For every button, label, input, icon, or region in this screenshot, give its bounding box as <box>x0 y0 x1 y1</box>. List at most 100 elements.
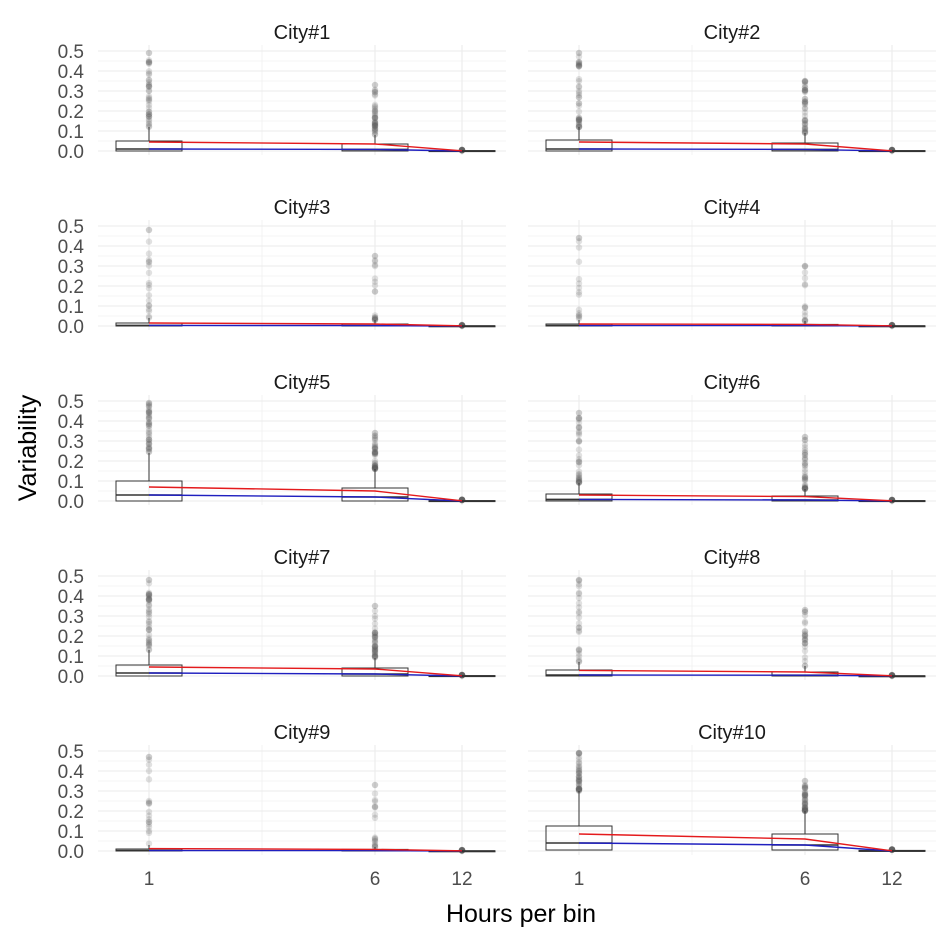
outlier-point <box>371 261 379 269</box>
outlier-point <box>575 627 583 634</box>
outlier-point <box>371 651 379 659</box>
outlier-point <box>801 472 809 479</box>
outlier-point <box>801 312 809 319</box>
outlier-point <box>801 806 809 814</box>
outlier-point <box>371 463 379 471</box>
y-tick-label: 0.4 <box>58 237 85 258</box>
outlier-point <box>145 313 153 320</box>
facet-title: City#9 <box>274 722 331 744</box>
outlier-point <box>145 111 153 118</box>
outlier-point <box>145 756 153 763</box>
outlier-point <box>801 793 809 800</box>
outlier-point <box>371 464 379 471</box>
outlier-point <box>371 634 379 642</box>
outlier-point <box>145 413 153 420</box>
box-body <box>115 664 183 677</box>
outlier-point <box>575 100 583 107</box>
outlier-point <box>575 479 583 486</box>
outlier-point <box>801 807 809 814</box>
outlier-point <box>145 79 153 86</box>
outlier-point <box>801 116 809 124</box>
outlier-point <box>371 464 379 471</box>
outlier-point <box>371 122 379 129</box>
outlier-point <box>371 316 379 324</box>
outlier-point <box>371 638 379 646</box>
median-trend-line <box>578 498 893 502</box>
box-body <box>545 669 613 677</box>
outlier-point <box>801 792 809 799</box>
outlier-point <box>371 119 379 126</box>
outlier-point <box>575 766 583 773</box>
outlier-point <box>145 87 153 95</box>
outlier-point <box>801 98 809 105</box>
facet-title: City#4 <box>704 197 761 219</box>
outlier-point <box>801 807 809 815</box>
outlier-point <box>801 98 809 105</box>
outlier-point <box>371 445 379 453</box>
outlier-point <box>371 123 379 130</box>
outlier-point <box>371 434 379 441</box>
outlier-point <box>145 96 153 104</box>
outlier-point <box>801 446 809 454</box>
outlier-point <box>371 650 379 657</box>
facet-title: City#2 <box>704 22 761 44</box>
outlier-point <box>801 316 809 324</box>
outlier-point <box>801 84 809 91</box>
outlier-point <box>801 125 809 133</box>
y-tick-label: 0.0 <box>58 317 84 338</box>
outlier-point <box>371 449 379 456</box>
outlier-point <box>801 637 809 644</box>
outlier-point <box>145 591 153 598</box>
x-tick-label: 6 <box>370 869 381 890</box>
outlier-point <box>575 416 583 423</box>
outlier-point <box>575 581 583 588</box>
outlier-point <box>801 782 809 790</box>
outlier-point <box>801 303 809 310</box>
outlier-point <box>801 647 809 655</box>
outlier-point <box>801 785 809 792</box>
outlier-point <box>801 804 809 812</box>
outlier-point <box>371 452 379 459</box>
facet-panel: City#4 <box>528 197 936 330</box>
outlier-point <box>371 643 379 651</box>
outlier-point <box>145 436 153 444</box>
outlier-point <box>575 315 583 322</box>
outlier-point <box>371 314 379 321</box>
outlier-point <box>575 477 583 484</box>
outlier-point <box>145 635 153 642</box>
outlier-point <box>371 126 379 134</box>
y-tick-label: 0.3 <box>58 82 84 103</box>
outlier-point <box>801 304 809 311</box>
outlier-point <box>575 462 583 469</box>
outlier-point <box>801 78 809 85</box>
outlier-point <box>801 462 809 469</box>
outlier-point <box>145 226 153 234</box>
outlier-point <box>145 623 153 631</box>
mean-trend-line <box>578 669 893 677</box>
outlier-point <box>575 658 583 665</box>
outlier-point <box>575 653 583 660</box>
outlier-point <box>575 759 583 766</box>
outlier-point <box>145 445 153 453</box>
y-tick-label: 0.2 <box>58 627 84 648</box>
outlier-point <box>145 606 153 613</box>
outlier-point <box>801 657 809 665</box>
outlier-point <box>575 414 583 422</box>
outlier-point <box>575 620 583 627</box>
outlier-point <box>801 262 809 270</box>
outlier-point <box>575 310 583 317</box>
outlier-point <box>801 449 809 457</box>
outlier-point <box>575 476 583 484</box>
mean-trend-line <box>148 666 463 677</box>
outlier-point <box>371 315 379 323</box>
y-tick-label: 0.4 <box>58 412 85 433</box>
outlier-point <box>371 843 379 851</box>
outlier-point <box>801 482 809 490</box>
outlier-point <box>575 437 583 445</box>
facet-title: City#6 <box>704 372 761 394</box>
outlier-point <box>575 423 583 431</box>
outlier-point <box>801 792 809 799</box>
outlier-point <box>371 119 379 126</box>
outlier-point <box>371 448 379 456</box>
outlier-point <box>575 102 583 110</box>
